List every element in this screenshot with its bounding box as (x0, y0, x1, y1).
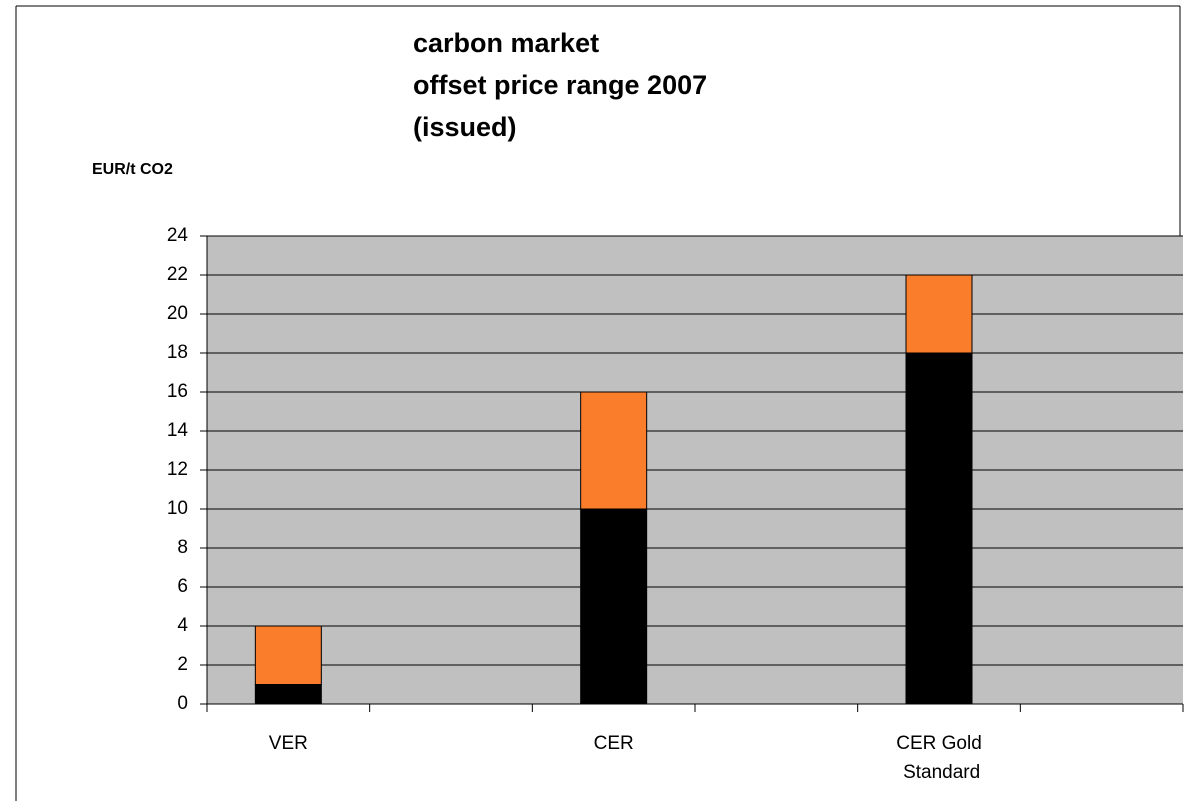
y-tick-label: 0 (177, 693, 188, 714)
bar-segment (580, 391, 648, 510)
y-tick-label: 16 (167, 381, 188, 402)
chart-title: offset price range 2007 (413, 70, 707, 100)
x-tick-label: CER Gold Standard (896, 733, 982, 783)
y-tick-label: 6 (177, 576, 188, 597)
chart-title: (issued) (413, 112, 517, 142)
chart-title: carbon market (413, 28, 599, 58)
y-tick-label: 2 (177, 654, 188, 675)
y-tick-label: 12 (167, 459, 188, 480)
y-tick-label: 22 (167, 264, 188, 285)
bar-segment (905, 352, 973, 705)
bar-segment (254, 625, 322, 685)
y-tick-label: 20 (167, 303, 188, 324)
y-tick-label: 24 (167, 225, 189, 246)
y-tick-label: 14 (167, 420, 189, 441)
x-tick-label: CER (594, 733, 634, 754)
bar-segment (905, 274, 973, 354)
y-tick-label: 4 (177, 615, 188, 636)
y-tick-label: 18 (167, 342, 188, 363)
y-tick-label: 8 (177, 537, 188, 558)
x-tick-label: VER (269, 733, 308, 754)
bar-segment (254, 684, 322, 705)
bar-segment (580, 508, 648, 705)
y-tick-label: 10 (167, 498, 188, 519)
y-axis-label: EUR/t CO2 (92, 161, 173, 178)
